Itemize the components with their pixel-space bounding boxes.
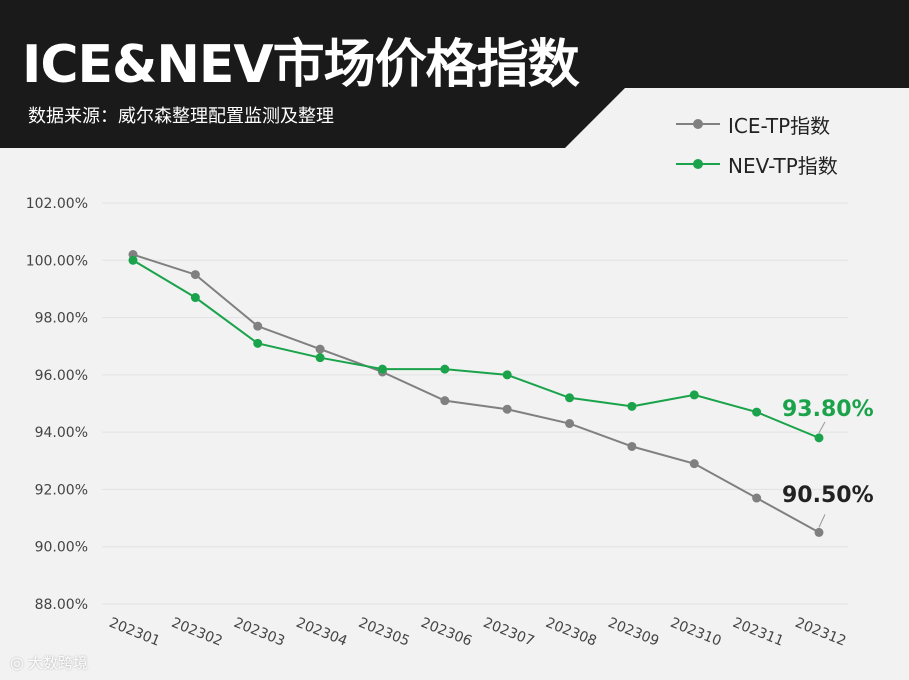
data-point-nev (752, 407, 762, 417)
data-point-nev (128, 255, 138, 265)
x-tick-label: 202304 (294, 615, 350, 650)
x-tick-label: 202308 (543, 615, 599, 650)
data-point-ice (565, 419, 575, 429)
data-point-ice (440, 396, 450, 406)
x-tick-label: 202303 (231, 615, 287, 650)
y-tick-label: 100.00% (26, 253, 88, 269)
data-point-nev (689, 390, 699, 400)
legend-label-ice: ICE-TP指数 (728, 113, 831, 138)
data-point-ice (190, 270, 200, 280)
x-tick-label: 202305 (356, 615, 412, 650)
watermark-logo-icon: ◎ (10, 653, 24, 672)
data-point-nev (502, 370, 512, 380)
end-label-ice: 90.50% (782, 483, 874, 508)
y-tick-label: 90.00% (35, 540, 88, 556)
data-point-ice (814, 527, 824, 537)
data-point-ice (627, 441, 637, 451)
data-point-nev (565, 393, 575, 403)
x-tick-label: 202309 (606, 615, 662, 650)
data-point-nev (253, 338, 263, 348)
data-point-nev (440, 364, 450, 374)
x-tick-label: 202310 (668, 615, 724, 650)
legend-item-ice: ICE-TP指数 (676, 112, 831, 138)
end-label-leader-nev (818, 421, 826, 434)
y-tick-label: 92.00% (35, 482, 88, 498)
chart-subtitle: 数据来源：威尔森整理配置监测及整理 (28, 106, 334, 127)
x-tick-label: 202307 (481, 615, 537, 650)
x-tick-label: 202302 (169, 615, 225, 650)
legend-item-nev: NEV-TP指数 (676, 152, 838, 178)
end-label-nev: 93.80% (782, 397, 874, 422)
header-band (0, 0, 909, 148)
series-line-ice (132, 253, 820, 534)
x-tick-label: 202312 (793, 615, 849, 650)
watermark-text: 大数跨境 (27, 654, 88, 672)
chart-title: ICE&NEV市场价格指数 (22, 35, 580, 95)
y-tick-label: 94.00% (35, 425, 88, 441)
x-tick-label: 202306 (419, 615, 475, 650)
end-label-leader-ice (818, 514, 826, 528)
watermark: ◎ 大数跨境 (10, 652, 88, 673)
data-point-ice (689, 459, 699, 469)
y-tick-label: 88.00% (35, 597, 88, 613)
y-tick-label: 98.00% (35, 311, 88, 327)
data-point-ice (315, 344, 325, 354)
series-line-nev (132, 259, 820, 439)
data-point-nev (190, 293, 200, 303)
x-tick-label: 202301 (107, 615, 163, 650)
y-tick-label: 96.00% (35, 368, 88, 384)
data-point-nev (627, 401, 637, 411)
y-tick-label: 102.00% (26, 196, 88, 212)
data-point-nev (315, 353, 325, 363)
data-point-nev (377, 364, 387, 374)
data-point-ice (253, 321, 263, 331)
data-point-ice (502, 404, 512, 414)
data-point-ice (752, 493, 762, 503)
legend-label-nev: NEV-TP指数 (728, 153, 838, 178)
x-tick-label: 202311 (730, 615, 786, 650)
legend-swatch-nev (676, 152, 720, 176)
legend-swatch-ice (676, 112, 720, 136)
data-point-nev (814, 433, 824, 443)
